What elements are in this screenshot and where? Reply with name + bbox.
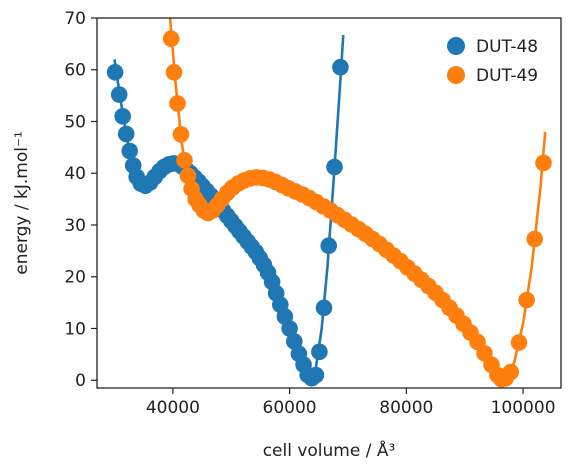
legend-label-dut-48: DUT-48 bbox=[476, 37, 538, 57]
data-point bbox=[172, 126, 190, 143]
data-point bbox=[176, 152, 193, 169]
x-axis: 40000 60000 80000 100000 bbox=[146, 388, 556, 418]
data-point bbox=[121, 142, 138, 160]
legend-label-dut-49: DUT-49 bbox=[476, 66, 538, 86]
x-tick-label: 40000 bbox=[146, 398, 200, 418]
data-point bbox=[518, 291, 535, 309]
series-layer bbox=[106, 18, 552, 388]
y-axis: 0 10 20 30 40 50 60 70 bbox=[64, 9, 97, 391]
data-point bbox=[535, 154, 552, 172]
plot-frame bbox=[96, 17, 562, 389]
data-point bbox=[114, 108, 131, 125]
data-point bbox=[315, 299, 333, 317]
y-tick-label: 30 bbox=[64, 216, 86, 236]
data-point bbox=[169, 95, 186, 112]
data-point bbox=[281, 320, 298, 337]
data-point bbox=[307, 366, 325, 384]
y-tick-label: 40 bbox=[64, 164, 86, 184]
data-point bbox=[162, 30, 180, 47]
data-point bbox=[311, 343, 328, 361]
series-dut-49 bbox=[162, 18, 552, 388]
legend-marker-dut-49 bbox=[447, 66, 465, 84]
legend-marker-dut-48 bbox=[447, 37, 465, 55]
y-tick-label: 50 bbox=[64, 112, 86, 132]
y-tick-label: 70 bbox=[64, 9, 86, 29]
data-point bbox=[332, 58, 349, 76]
legend: DUT-48 DUT-49 bbox=[447, 37, 538, 86]
data-point bbox=[110, 86, 128, 103]
y-tick-label: 0 bbox=[75, 371, 86, 391]
data-point bbox=[117, 125, 135, 143]
data-point bbox=[320, 237, 338, 254]
data-point bbox=[326, 158, 343, 176]
y-tick-label: 60 bbox=[64, 61, 86, 81]
y-tick-label: 10 bbox=[64, 319, 86, 339]
y-axis-label: energy / kJ.mol⁻¹ bbox=[12, 131, 32, 275]
x-tick-label: 80000 bbox=[379, 398, 433, 418]
x-tick-label: 60000 bbox=[263, 398, 317, 418]
data-point bbox=[106, 64, 124, 81]
data-point bbox=[510, 334, 528, 351]
y-tick-label: 20 bbox=[64, 268, 86, 288]
x-axis-label: cell volume / Å³ bbox=[263, 439, 396, 461]
series-dut-48 bbox=[106, 35, 349, 387]
data-point bbox=[179, 167, 197, 185]
data-point bbox=[165, 64, 183, 81]
data-point bbox=[502, 363, 520, 381]
data-point bbox=[526, 230, 543, 248]
x-tick-label: 100000 bbox=[491, 398, 556, 418]
